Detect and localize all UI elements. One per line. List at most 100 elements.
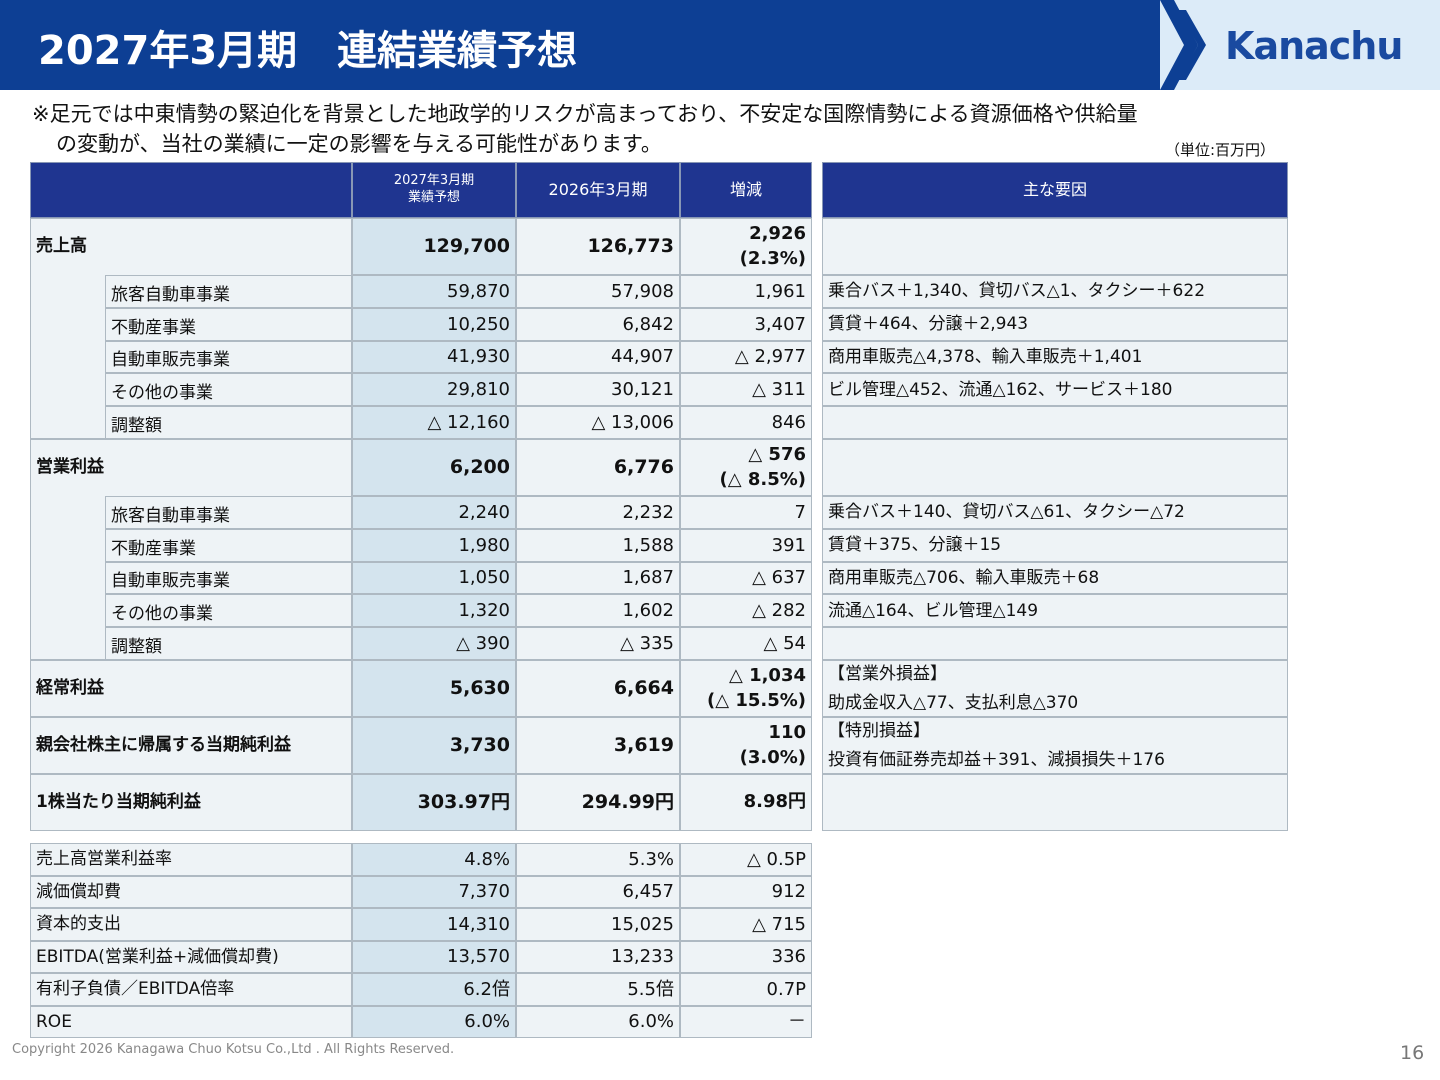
cell-text: 減価償却費 — [36, 881, 121, 902]
cell-text: 6,776 — [613, 456, 674, 479]
value-cell: 1,602 — [516, 594, 680, 628]
reason-cell: 【特別損益】 投資有価証券売却益＋391、減損損失＋176 — [822, 717, 1288, 774]
logo-area — [1160, 0, 1440, 90]
cell-text: 7,370 — [458, 881, 510, 903]
value-cell: 1,050 — [352, 561, 516, 595]
cell-text: 流通△164、ビル管理△149 — [828, 600, 1039, 621]
logo: Kanachu — [1225, 24, 1403, 68]
header-bar — [0, 0, 1165, 90]
value-cell: 57,908 — [516, 275, 680, 308]
cell-text: 6.0% — [464, 1011, 510, 1033]
value-cell: △ 311 — [680, 373, 812, 407]
sub-label: 不動産事業 — [105, 528, 352, 562]
cell-text: 1,320 — [458, 600, 510, 622]
row-label: 親会社株主に帰属する当期純利益 — [30, 717, 352, 774]
sub-label: 不動産事業 — [105, 307, 352, 341]
value-cell: 6.2倍 — [352, 973, 516, 1006]
row-label-cell — [30, 660, 352, 717]
cell-text: 調整額 — [111, 415, 162, 436]
change-cell: 2,926 (2.3%) — [680, 218, 812, 275]
reason-cell: ビル管理△452、流通△162、サービス＋180 — [822, 373, 1288, 407]
cell-text: 自動車販売事業 — [111, 571, 230, 592]
cell-text: 5.5倍 — [627, 978, 674, 1000]
reason-cell — [822, 439, 1288, 496]
cell-text: 旅客自動車事業 — [111, 505, 230, 526]
cell-text: 30,121 — [611, 379, 674, 401]
sub-label: 自動車販売事業 — [105, 561, 352, 595]
value-cell: 5.5倍 — [516, 973, 680, 1006]
value-cell: 3,730 — [352, 717, 516, 774]
cell-text: 7 — [794, 501, 806, 523]
value-cell: 7 — [680, 496, 812, 529]
reason-cell — [822, 218, 1288, 275]
cell-text: 有利子負債／EBITDA倍率 — [36, 979, 235, 1000]
cell-text: 投資有価証券売却益＋391、減損損失＋176 — [828, 749, 1165, 770]
value-cell: 6,664 — [516, 660, 680, 717]
header-cell: 2026年3月期 — [516, 162, 680, 218]
value-cell: 1,980 — [352, 528, 516, 562]
reason-cell: 【営業外損益】 助成金収入△77、支払利息△370 — [822, 660, 1288, 717]
value-cell: 6,457 — [516, 875, 680, 908]
row-label-cell — [30, 717, 352, 774]
value-cell: 6,776 — [516, 439, 680, 496]
cell-text: 1,588 — [622, 534, 674, 556]
header-cell: 主な要因 — [822, 162, 1288, 218]
cell-text: 乗合バス＋140、貸切バス△61、タクシー△72 — [828, 502, 1185, 523]
page-title: 2027年3月期 連結業績予想 — [38, 28, 578, 74]
cell-text: 5,630 — [449, 677, 510, 700]
cell-text: 8.98円 — [743, 791, 806, 813]
value-cell: 10,250 — [352, 307, 516, 341]
cell-text: 391 — [771, 534, 806, 556]
value-cell: △ 282 — [680, 594, 812, 628]
cell-text: 売上高営業利益率 — [36, 849, 172, 870]
cell-text: 2027年3月期 — [393, 173, 475, 189]
value-cell: 13,570 — [352, 940, 516, 973]
value-cell: △ 335 — [516, 627, 680, 660]
value-cell: 6,842 — [516, 307, 680, 341]
cell-text: 資本的支出 — [36, 914, 121, 935]
value-cell: 59,870 — [352, 275, 516, 308]
cell-text: 1,687 — [622, 567, 674, 589]
value-cell: 303.97円 — [352, 774, 516, 831]
cell-text: 旅客自動車事業 — [111, 284, 230, 305]
cell-text: 調整額 — [111, 636, 162, 657]
cell-text: △ 311 — [752, 379, 806, 401]
cell-text: 増減 — [729, 179, 762, 199]
cell-text: △ 282 — [752, 600, 806, 622]
cell-text: 6,457 — [622, 881, 674, 903]
value-cell: △ 13,006 — [516, 406, 680, 439]
indicator-label: 資本的支出 — [30, 908, 352, 941]
value-cell: 1,588 — [516, 528, 680, 562]
value-cell: △ 637 — [680, 561, 812, 595]
row-label: 1株当たり当期純利益 — [30, 774, 352, 831]
cell-text: 2026年3月期 — [548, 179, 648, 199]
sub-label: その他の事業 — [105, 594, 352, 628]
reason-cell — [822, 627, 1288, 660]
cell-text: 不動産事業 — [111, 317, 196, 338]
value-cell: △ 54 — [680, 627, 812, 660]
cell-text: 59,870 — [447, 280, 510, 302]
value-cell: 1,687 — [516, 561, 680, 595]
indicator-label: EBITDA(営業利益+減価償却費) — [30, 940, 352, 973]
sub-label: 調整額 — [105, 406, 352, 439]
cell-text: ROE — [36, 1011, 72, 1032]
cell-text: 1,050 — [458, 567, 510, 589]
unit-label: （単位:百万円） — [1165, 141, 1276, 159]
value-cell: 41,930 — [352, 340, 516, 374]
cell-text: 44,907 — [611, 346, 674, 368]
note-line: の変動が、当社の業績に一定の影響を与える可能性があります。 — [56, 132, 662, 156]
cell-text: 129,700 — [423, 235, 510, 258]
cell-text: 110 — [768, 722, 806, 744]
cell-text: 自動車販売事業 — [111, 350, 230, 371]
value-cell: － — [680, 1005, 812, 1038]
cell-text: 賃貸＋375、分譲＋15 — [828, 535, 1002, 556]
cell-text: (2.3%) — [739, 247, 806, 269]
cell-text: 業績予想 — [407, 190, 460, 205]
sub-label: その他の事業 — [105, 373, 352, 407]
indicator-label: 減価償却費 — [30, 875, 352, 908]
cell-text: 294.99円 — [581, 791, 674, 814]
cell-text: 1株当たり当期純利益 — [36, 792, 201, 813]
cell-text: 3,730 — [449, 734, 510, 757]
value-cell: △ 0.5P — [680, 843, 812, 876]
value-cell: 2,240 — [352, 496, 516, 529]
